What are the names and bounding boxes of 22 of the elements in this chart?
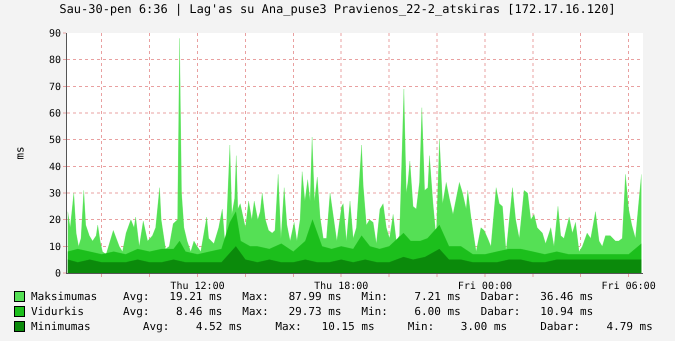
y-tick-label: 30: [48, 188, 61, 200]
legend-label: Minimumas: [31, 319, 92, 334]
y-tick-label: 40: [48, 162, 61, 173]
legend-label: Vidurkis: [31, 304, 85, 319]
x-tick-label: Fri 06:00: [602, 281, 656, 292]
legend-label: Maksimumas: [31, 289, 98, 304]
x-tick-label: Thu 12:00: [170, 281, 225, 292]
x-tick-label: Fri 00:00: [458, 281, 512, 292]
y-axis-title: ms: [14, 146, 27, 160]
chart-title: Sau-30-pen 6:36 | Lag'as su Ana_puse3 Pravienos_22-2_atskiras [172.17.16.120]: [59, 2, 616, 16]
text: Avg: 4.52 ms Max: 10.15 ms Min: 3.00 ms Dabar: 4.79 ms: [142, 319, 653, 334]
x-tick-label: Thu 18:00: [314, 281, 368, 292]
text: Avg: 8.46 ms Max: 29.73 ms Min: 6.00 ms Dabar: 10.94 ms: [123, 304, 594, 319]
y-tick-label: 50: [48, 135, 61, 146]
y-tick-label: 20: [48, 215, 61, 226]
y-tick-label: 10: [48, 242, 61, 253]
y-tick-label: 60: [48, 108, 61, 120]
y-tick-label: 0: [54, 268, 61, 280]
y-tick-label: 80: [48, 55, 61, 66]
y-tick-label: 90: [48, 28, 61, 40]
text: Avg: 19.21 ms Max: 87.99 ms Min: 7.21 ms Dabar: 36.46 ms: [123, 290, 594, 304]
y-tick-label: 70: [48, 82, 61, 93]
